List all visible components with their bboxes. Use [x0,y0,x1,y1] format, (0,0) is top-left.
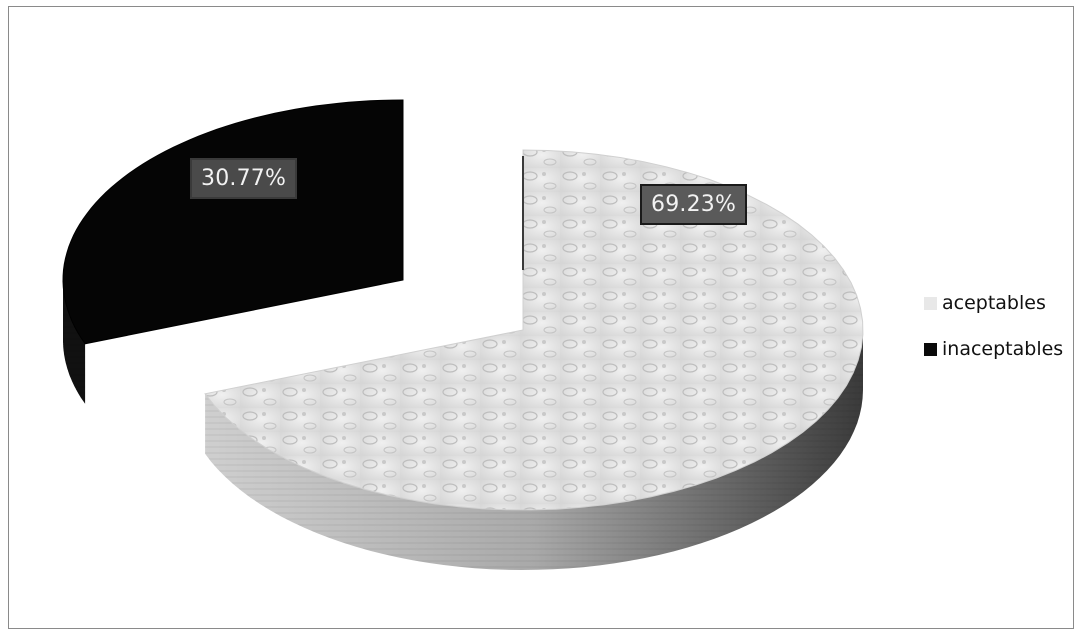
legend-item-aceptables: aceptables [924,290,1063,316]
legend-item-inaceptables: inaceptables [924,336,1063,362]
legend-label: inaceptables [942,338,1064,360]
legend-label: aceptables [942,292,1046,314]
pie-side-texture-aceptables [205,330,864,570]
chart-legend: aceptables inaceptables [924,290,1063,382]
legend-swatch-aceptables [924,296,937,310]
data-label-aceptables: 69.23% [640,184,748,225]
pie-side-texture-inaceptables [63,280,86,404]
pie-slice-inaceptables [62,99,404,345]
legend-swatch-inaceptables [924,342,937,356]
data-label-inaceptables: 30.77% [190,158,298,199]
